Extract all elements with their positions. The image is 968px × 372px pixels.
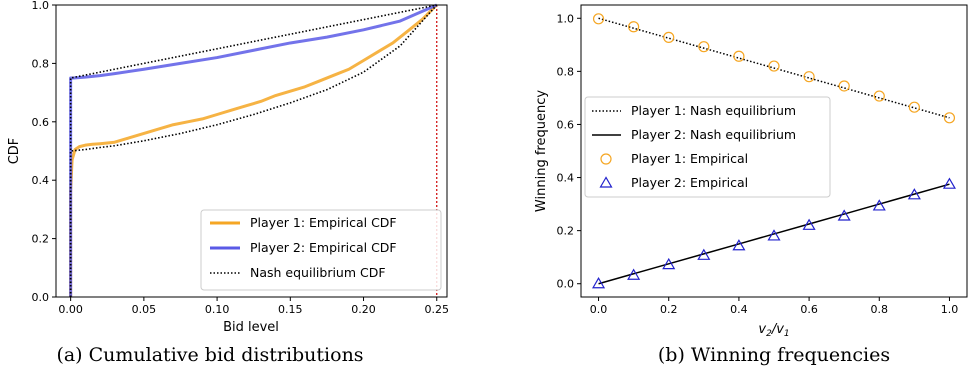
legend-label-player2-empirical: Player 2: Empirical — [631, 175, 748, 190]
winfreq-point-player1-empirical — [698, 41, 710, 53]
winfreq-line-player2-nash — [598, 183, 950, 285]
cdf-plot-area — [69, 3, 438, 297]
cdf-x-tick-label: 0.10 — [205, 303, 230, 316]
winfreq-x-tick-label: 0.6 — [800, 303, 818, 316]
winfreq-point-player2-empirical — [837, 209, 851, 221]
winfreq-legend-box — [584, 96, 831, 198]
winfreq-line-player1-nash — [598, 17, 950, 119]
cdf-x-tick-label: 0.05 — [132, 303, 157, 316]
panel-cumulative-bid-distributions: 0.00 0.05 0.10 0.15 0.20 0.25 0.0 0.2 0.4 0.6 0.8… — [7, 0, 449, 366]
cdf-y-tick-label: 0.6 — [32, 116, 50, 129]
cdf-y-tick-label: 1.0 — [32, 0, 50, 12]
legend-label-player1-empirical: Player 1: Empirical — [631, 151, 748, 166]
cdf-legend: Player 1: Empirical CDF Player 2: Empiri… — [200, 209, 442, 291]
legend-swatch-player2-empirical — [599, 176, 613, 188]
winfreq-y-tick-label: 0.6 — [557, 118, 575, 131]
winfreq-point-player2-empirical — [907, 188, 921, 200]
cdf-legend-box — [200, 209, 442, 291]
winfreq-point-player1-empirical — [908, 101, 920, 113]
winfreq-y-tick-label: 0.0 — [557, 278, 575, 291]
winfreq-y-tick-label: 0.4 — [557, 172, 575, 185]
winfreq-point-player2-empirical — [592, 277, 606, 289]
winfreq-point-player1-empirical — [838, 80, 850, 92]
winfreq-point-player2-empirical — [767, 229, 781, 241]
cdf-x-ticks: 0.00 0.05 0.10 0.15 0.20 0.25 — [58, 297, 449, 316]
legend-label-player1-cdf: Player 1: Empirical CDF — [250, 215, 397, 230]
caption-b: (b) Winning frequencies — [658, 344, 890, 366]
winfreq-x-axis-label: v2/v1 — [758, 322, 789, 339]
winfreq-x-tick-label: 1.0 — [941, 303, 959, 316]
winfreq-point-player1-empirical — [733, 50, 745, 62]
winfreq-point-player2-empirical — [662, 257, 676, 270]
winfreq-x-ticks: 0.0 0.2 0.4 0.6 0.8 1.0 — [590, 297, 958, 316]
winfreq-point-player1-empirical — [803, 71, 815, 83]
winfreq-point-player2-empirical — [802, 218, 816, 230]
winfreq-y-ticks: 0.0 0.2 0.4 0.6 0.8 1.0 — [557, 12, 581, 291]
cdf-x-axis-label: Bid level — [223, 320, 279, 335]
winfreq-legend: Player 1: Nash equilibrium Player 2: Nas… — [584, 96, 831, 198]
panel-winning-frequencies: 0.0 0.2 0.4 0.6 0.8 1.0 0.0 0.2 0.4 0.6 0.8 1.0 v2… — [534, 4, 968, 366]
winfreq-axes-frame — [580, 4, 968, 298]
cdf-y-axis-label: CDF — [7, 138, 22, 165]
legend-label-player2-cdf: Player 2: Empirical CDF — [250, 240, 397, 255]
legend-label-player1-nash: Player 1: Nash equilibrium — [631, 103, 796, 118]
legend-label-player2-nash: Player 2: Nash equilibrium — [631, 127, 796, 142]
winfreq-point-player2-empirical — [627, 268, 641, 280]
cdf-x-tick-label: 0.20 — [351, 303, 376, 316]
winfreq-plot-area — [592, 13, 956, 289]
winfreq-point-player1-empirical — [943, 112, 956, 124]
winfreq-point-player1-empirical — [768, 60, 780, 72]
winfreq-point-player1-empirical — [592, 13, 605, 25]
winfreq-y-axis-label: Winning frequency — [534, 90, 549, 212]
legend-swatch-player1-empirical — [600, 153, 612, 165]
winfreq-point-player2-empirical — [942, 177, 956, 189]
cdf-line-player2 — [69, 3, 438, 297]
cdf-y-tick-label: 0.4 — [32, 174, 50, 187]
winfreq-x-tick-label: 0.4 — [730, 303, 748, 316]
winfreq-x-tick-label: 0.8 — [871, 303, 889, 316]
winfreq-point-player1-empirical — [628, 21, 640, 33]
cdf-x-tick-label: 0.00 — [58, 303, 83, 316]
cdf-x-tick-label: 0.25 — [424, 303, 449, 316]
winfreq-point-player1-empirical — [873, 90, 885, 102]
cdf-axes-frame — [55, 4, 448, 298]
winfreq-x-tick-label: 0.0 — [590, 303, 608, 316]
cdf-line-player1 — [69, 3, 438, 297]
winfreq-y-tick-label: 0.8 — [557, 65, 575, 78]
cdf-y-tick-label: 0.8 — [32, 57, 50, 70]
winfreq-y-tick-label: 0.2 — [557, 225, 575, 238]
cdf-x-tick-label: 0.15 — [278, 303, 303, 316]
cdf-y-tick-label: 0.0 — [32, 291, 50, 304]
winfreq-point-player2-empirical — [697, 248, 711, 260]
legend-label-nash-cdf: Nash equilibrium CDF — [250, 265, 386, 280]
winfreq-y-tick-label: 1.0 — [557, 12, 575, 25]
winfreq-point-player1-empirical — [663, 31, 675, 43]
caption-a: (a) Cumulative bid distributions — [56, 344, 363, 366]
winfreq-point-player2-empirical — [732, 239, 746, 251]
cdf-y-tick-label: 0.2 — [32, 233, 50, 246]
cdf-y-ticks: 0.0 0.2 0.4 0.6 0.8 1.0 — [32, 0, 56, 304]
winfreq-x-tick-label: 0.2 — [660, 303, 678, 316]
winfreq-point-player2-empirical — [872, 199, 886, 211]
